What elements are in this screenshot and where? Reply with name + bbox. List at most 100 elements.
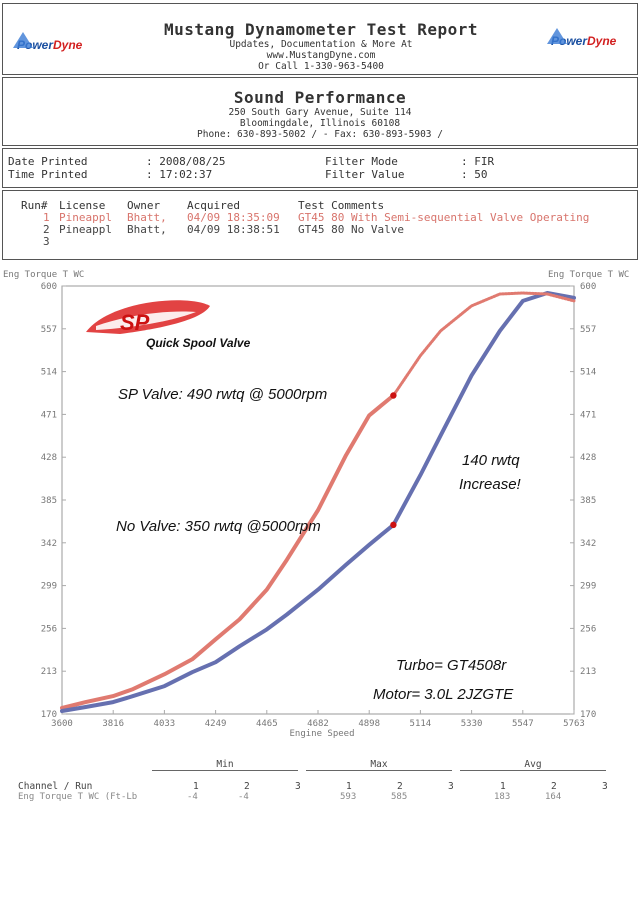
y-tick-label-left: 170 <box>41 710 57 720</box>
run-1-num: 1 <box>43 211 50 224</box>
time-printed-label: Time Printed <box>8 168 88 181</box>
avg-value-1: 183 <box>494 792 511 802</box>
y-tick-label-left: 256 <box>41 624 57 634</box>
runs-header-run: Run# <box>21 199 48 212</box>
x-tick-label: 5547 <box>512 719 534 729</box>
annotation-140-rwtq: 140 rwtq <box>462 452 520 469</box>
torque-chart: 600 600 557 557 514 514 471 471 428 428 385 385 342 3… <box>41 282 597 729</box>
run-2-license: Pineappl <box>59 223 112 236</box>
data-point-marker <box>390 392 397 399</box>
avg-rule <box>460 770 606 771</box>
series-line-run-1 <box>60 393 396 710</box>
run-2-comment: GT45 80 No Valve <box>298 223 404 236</box>
avg-run-2: 2 <box>551 781 557 792</box>
filter-mode-value: : FIR <box>461 155 495 168</box>
max-header: Max <box>370 759 388 770</box>
y-tick-label-right: 557 <box>580 325 596 335</box>
run-2-acquired: 04/09 18:38:51 <box>187 223 280 236</box>
sp-swoosh-icon <box>96 311 196 330</box>
max-value-1: 593 <box>340 792 357 802</box>
series-line-run-1 <box>391 291 576 397</box>
powerdyne-logo-left: PowerDyne <box>13 32 83 52</box>
logo-dyne-text: Dyne <box>587 34 617 48</box>
min-run-2: 2 <box>244 781 250 792</box>
logo-dyne-text: Dyne <box>53 38 83 52</box>
x-tick-label: 4682 <box>307 719 329 729</box>
max-run-3: 3 <box>448 781 454 792</box>
x-tick-label: 3816 <box>102 719 124 729</box>
y-tick-label-right: 170 <box>580 710 596 720</box>
x-tick-label: 5330 <box>461 719 483 729</box>
x-tick-label: 5114 <box>410 719 432 729</box>
run-1-acquired: 04/09 18:35:09 <box>187 211 280 224</box>
y-tick-label-right: 213 <box>580 667 596 677</box>
annotation-no-valve: No Valve: 350 rwtq @5000rpm <box>116 518 321 535</box>
powerdyne-logo-right: PowerDyne <box>547 28 617 48</box>
shop-name: Sound Performance <box>233 88 407 107</box>
y-tick-label-right: 256 <box>580 624 596 634</box>
run-1-comment: GT45 80 With Semi-sequential Valve Opera… <box>298 211 590 224</box>
x-tick-label: 4249 <box>205 719 227 729</box>
header-phone: Or Call 1-330-963-5400 <box>258 61 384 72</box>
avg-run-3: 3 <box>602 781 608 792</box>
left-axis-title: Eng Torque T WC <box>3 270 85 280</box>
annotation-sp-valve: SP Valve: 490 rwtq @ 5000rpm <box>118 386 328 403</box>
y-tick-label-left: 299 <box>41 582 57 592</box>
avg-header: Avg <box>524 759 542 770</box>
max-rule <box>306 770 452 771</box>
y-tick-label-left: 557 <box>41 325 57 335</box>
data-point-marker <box>390 521 397 529</box>
channel-run-label: Channel / Run <box>18 781 93 792</box>
min-value-2: -4 <box>238 792 249 802</box>
max-value-2: 585 <box>391 792 408 802</box>
run-2-owner: Bhatt, <box>127 223 167 236</box>
min-value-1: -4 <box>187 792 198 802</box>
quick-spool-valve-text: Quick Spool Valve <box>146 336 251 350</box>
y-tick-label-left: 428 <box>41 453 57 463</box>
y-tick-label-right: 342 <box>580 539 596 549</box>
min-run-1: 1 <box>193 781 199 792</box>
y-tick-label-right: 471 <box>580 410 596 420</box>
x-tick-label: 4033 <box>154 719 176 729</box>
run-1-owner: Bhatt, <box>127 211 167 224</box>
min-rule <box>152 770 298 771</box>
date-printed-label: Date Printed <box>8 155 88 168</box>
y-tick-label-right: 299 <box>580 582 596 592</box>
y-tick-label-left: 342 <box>41 539 57 549</box>
report-header: PowerDyne PowerDyne Mustang Dynamometer … <box>2 3 638 75</box>
runs-table: Run# License Owner Acquired Test Comment… <box>2 190 638 260</box>
min-header: Min <box>216 759 234 770</box>
y-tick-label-left: 213 <box>41 667 57 677</box>
filter-value-label: Filter Value <box>325 168 405 181</box>
shop-info: Sound Performance 250 South Gary Avenue,… <box>2 77 638 146</box>
annotation-motor: Motor= 3.0L 2JZGTE <box>373 686 514 703</box>
report-title: Mustang Dynamometer Test Report <box>163 20 479 39</box>
x-tick-label: 4465 <box>256 719 278 729</box>
y-tick-label-left: 471 <box>41 410 57 420</box>
filter-value-value: : 50 <box>461 168 488 181</box>
runs-header-comments: Test Comments <box>298 199 385 212</box>
powerdyne-triangle-icon <box>13 32 33 48</box>
runs-header-license: License <box>59 199 106 212</box>
min-run-3: 3 <box>295 781 301 792</box>
shop-phone: Phone: 630-893-5002 / - Fax: 630-893-590… <box>197 129 443 140</box>
series-line-run-2 <box>60 291 576 713</box>
run-2-num: 2 <box>43 223 50 236</box>
run-1-license: Pineappl <box>59 211 112 224</box>
x-tick-label: 5763 <box>563 719 585 729</box>
date-printed-value: : 2008/08/25 <box>146 155 226 168</box>
x-axis-title: Engine Speed <box>289 729 355 739</box>
y-tick-label-left: 600 <box>41 282 57 292</box>
y-tick-label-right: 428 <box>580 453 596 463</box>
header-website: www.MustangDyne.com <box>266 50 376 61</box>
right-axis-title: Eng Torque T WC <box>548 270 630 280</box>
run-3-num: 3 <box>43 235 50 248</box>
x-tick-label: 3600 <box>51 719 73 729</box>
shop-address1: 250 South Gary Avenue, Suite 114 <box>228 107 412 118</box>
y-tick-label-left: 385 <box>41 496 57 506</box>
annotation-increase: Increase! <box>459 476 521 493</box>
avg-run-1: 1 <box>500 781 506 792</box>
time-printed-value: : 17:02:37 <box>146 168 213 181</box>
y-tick-label-left: 514 <box>41 368 57 378</box>
avg-value-2: 164 <box>545 792 562 802</box>
